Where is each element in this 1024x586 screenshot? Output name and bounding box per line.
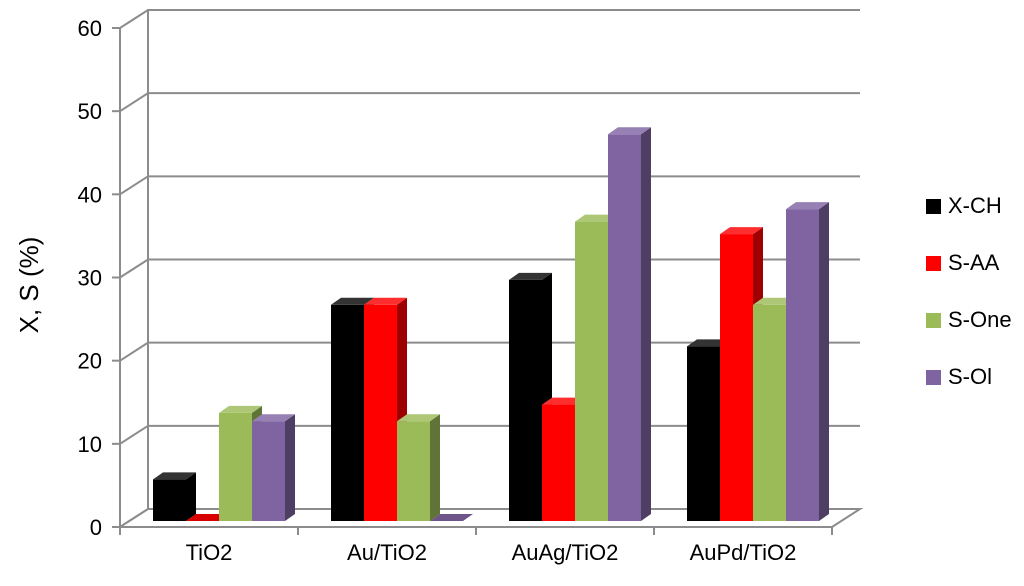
y-tick-label: 20 (78, 349, 102, 374)
bar-front (364, 304, 397, 521)
legend: X-CH S-AA S-One S-Ol (926, 193, 1012, 389)
legend-label: S-Ol (948, 364, 992, 389)
bar-front (687, 346, 720, 521)
bar-top (575, 214, 618, 222)
bar-top (720, 227, 763, 235)
bar-front (608, 134, 641, 521)
x-tick-label: Au/TiO2 (347, 540, 427, 565)
y-tick-label: 40 (78, 182, 102, 207)
legend-swatch (926, 313, 941, 328)
legend-label: S-One (948, 307, 1012, 332)
bar-front (542, 404, 575, 521)
x-axis-ticks: TiO2 Au/TiO2 AuAg/TiO2 AuPd/TiO2 (119, 526, 833, 565)
y-tick-label: 30 (78, 266, 102, 291)
bar (397, 414, 440, 521)
bar-side (186, 472, 196, 521)
gridline (119, 175, 860, 196)
bar-top (153, 472, 196, 480)
bar-top (753, 297, 796, 305)
gridline (119, 92, 860, 113)
legend-label: X-CH (948, 193, 1002, 218)
x-tick-label: AuPd/TiO2 (690, 540, 797, 565)
bar-front (153, 479, 186, 521)
bar-front (575, 221, 608, 521)
legend-entry: X-CH (926, 193, 1002, 218)
legend-swatch (926, 370, 941, 385)
y-tick-label: 0 (90, 515, 102, 540)
legend-entry: S-AA (926, 250, 1000, 275)
legend-swatch (926, 199, 941, 214)
bar-top (252, 414, 295, 422)
bar-front (331, 304, 364, 521)
y-tick-label: 60 (78, 16, 102, 41)
bar (608, 127, 651, 522)
bar-top (687, 339, 730, 347)
bars (153, 127, 829, 522)
bar (186, 514, 229, 521)
bar-top (364, 297, 407, 305)
bar-side (641, 127, 651, 522)
bar-top (186, 514, 229, 521)
bar-side (430, 414, 440, 521)
x-tick-label: TiO2 (186, 540, 233, 565)
bar-top (397, 414, 440, 422)
bar-side (819, 202, 829, 521)
legend-entry: S-Ol (926, 364, 992, 389)
bar (153, 472, 196, 521)
bar-top (608, 127, 651, 135)
bar-front (720, 234, 753, 521)
bar-side (285, 414, 295, 521)
legend-entry: S-One (926, 307, 1012, 332)
bar-front (219, 412, 252, 521)
legend-swatch (926, 256, 941, 271)
bar (509, 272, 552, 521)
bar-top (219, 405, 262, 413)
bar-front (509, 279, 542, 521)
bar-top (786, 202, 829, 210)
bar-top (430, 514, 473, 521)
bar-front (252, 421, 285, 521)
bar-top (509, 272, 552, 280)
bar (430, 514, 473, 521)
bar (786, 202, 829, 521)
y-axis-ticks: 0 10 20 30 40 50 60 (78, 16, 120, 540)
y-tick-label: 10 (78, 432, 102, 457)
bar-front (786, 209, 819, 521)
bar-front (397, 421, 430, 521)
y-axis-label: X, S (%) (14, 237, 44, 334)
gridline (119, 9, 860, 29)
legend-label: S-AA (948, 250, 1000, 275)
bar-top (331, 297, 374, 305)
x-tick-label: AuAg/TiO2 (512, 540, 619, 565)
bar-front (753, 304, 786, 521)
bar-top (542, 397, 585, 405)
y-tick-label: 50 (78, 99, 102, 124)
bar (252, 414, 295, 521)
